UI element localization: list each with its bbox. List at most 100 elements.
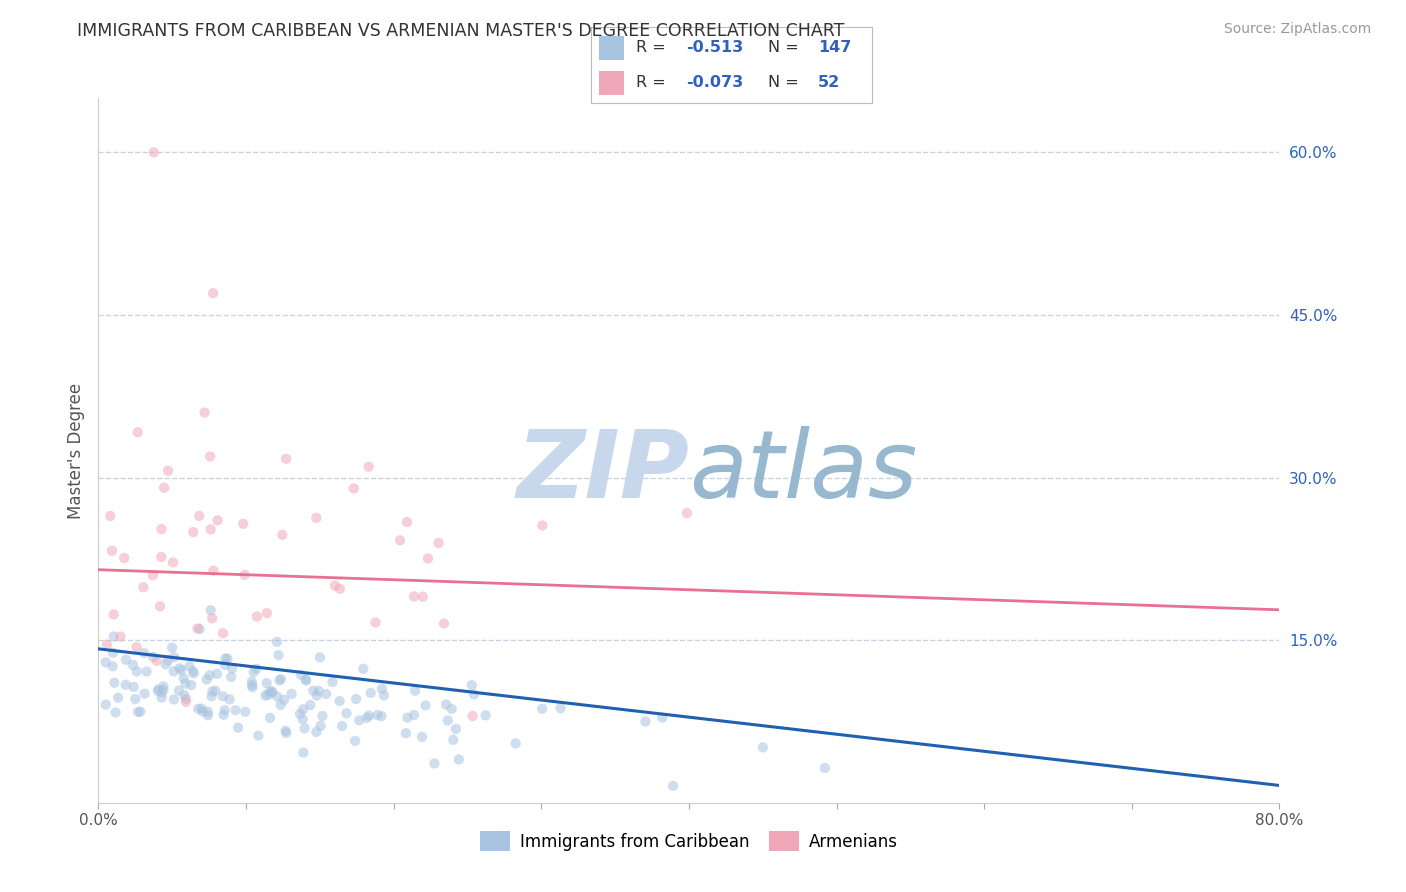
Point <box>98 509 121 524</box>
Point <box>357 459 380 474</box>
Point <box>163 692 186 706</box>
Point <box>188 508 211 523</box>
Point <box>162 555 184 569</box>
Point <box>634 714 657 729</box>
Point <box>415 698 437 713</box>
Point <box>129 705 152 719</box>
Point <box>205 666 228 681</box>
Point <box>396 711 419 725</box>
Point <box>292 702 315 716</box>
Point <box>181 525 204 540</box>
Point <box>134 687 156 701</box>
Point <box>262 684 284 698</box>
Point <box>447 752 470 766</box>
Point <box>197 705 219 719</box>
Point <box>335 706 357 721</box>
Point <box>217 651 239 665</box>
Point <box>212 690 235 704</box>
Point <box>352 662 374 676</box>
Point <box>389 533 412 548</box>
Point <box>127 425 149 440</box>
Point <box>104 706 127 720</box>
Point <box>103 607 125 622</box>
Point <box>195 673 218 687</box>
Point <box>259 684 281 698</box>
Point <box>221 661 243 675</box>
Point <box>444 722 467 736</box>
Point <box>134 646 156 660</box>
Text: N =: N = <box>768 40 799 54</box>
Text: 52: 52 <box>818 75 841 89</box>
Point <box>364 615 387 630</box>
Point <box>290 668 312 682</box>
Point <box>651 711 673 725</box>
Point <box>202 286 225 301</box>
Point <box>294 722 316 736</box>
Point <box>329 694 352 708</box>
Point <box>150 522 173 536</box>
Point <box>198 668 221 682</box>
Point <box>214 657 236 672</box>
Point <box>190 701 212 715</box>
FancyBboxPatch shape <box>599 36 624 60</box>
Point <box>114 678 136 692</box>
Point <box>441 732 464 747</box>
Point <box>191 705 214 719</box>
Point <box>302 683 325 698</box>
Point <box>440 702 463 716</box>
Point <box>404 683 426 698</box>
Point <box>188 622 211 636</box>
Point <box>169 661 191 675</box>
Point <box>299 698 322 712</box>
Text: N =: N = <box>768 75 799 89</box>
Point <box>183 666 205 681</box>
Point <box>259 711 281 725</box>
Point <box>412 590 434 604</box>
Point <box>433 616 456 631</box>
Point <box>242 681 264 695</box>
Point <box>197 708 219 723</box>
Point <box>461 678 484 692</box>
Point <box>309 719 332 733</box>
Point <box>260 686 283 700</box>
Point <box>402 708 425 723</box>
Point <box>256 676 278 690</box>
Point <box>343 482 366 496</box>
Point <box>125 665 148 679</box>
Point <box>173 671 195 685</box>
Point <box>107 690 129 705</box>
Point <box>292 746 315 760</box>
Point <box>295 673 318 687</box>
Point <box>366 708 388 723</box>
FancyBboxPatch shape <box>599 70 624 95</box>
Point <box>308 684 330 698</box>
Point <box>305 510 328 524</box>
Point <box>142 568 165 582</box>
Point <box>152 682 174 697</box>
Point <box>201 690 224 704</box>
Point <box>256 606 278 620</box>
Point <box>103 675 125 690</box>
Point <box>411 730 433 744</box>
Text: 147: 147 <box>818 40 852 54</box>
Point <box>148 682 170 697</box>
Point <box>150 549 173 564</box>
Point <box>344 692 367 706</box>
Point <box>207 513 229 527</box>
Point <box>156 653 179 667</box>
Point <box>180 678 202 692</box>
Point <box>122 680 145 694</box>
Point <box>814 761 837 775</box>
Point <box>416 551 439 566</box>
Point <box>179 659 201 673</box>
Point <box>94 698 117 712</box>
Point <box>145 654 167 668</box>
Point <box>505 736 527 750</box>
Point <box>474 708 496 723</box>
Point <box>531 702 554 716</box>
Point <box>127 705 149 719</box>
Point <box>214 703 236 717</box>
Point <box>427 536 450 550</box>
Point <box>309 650 332 665</box>
Point <box>152 679 174 693</box>
